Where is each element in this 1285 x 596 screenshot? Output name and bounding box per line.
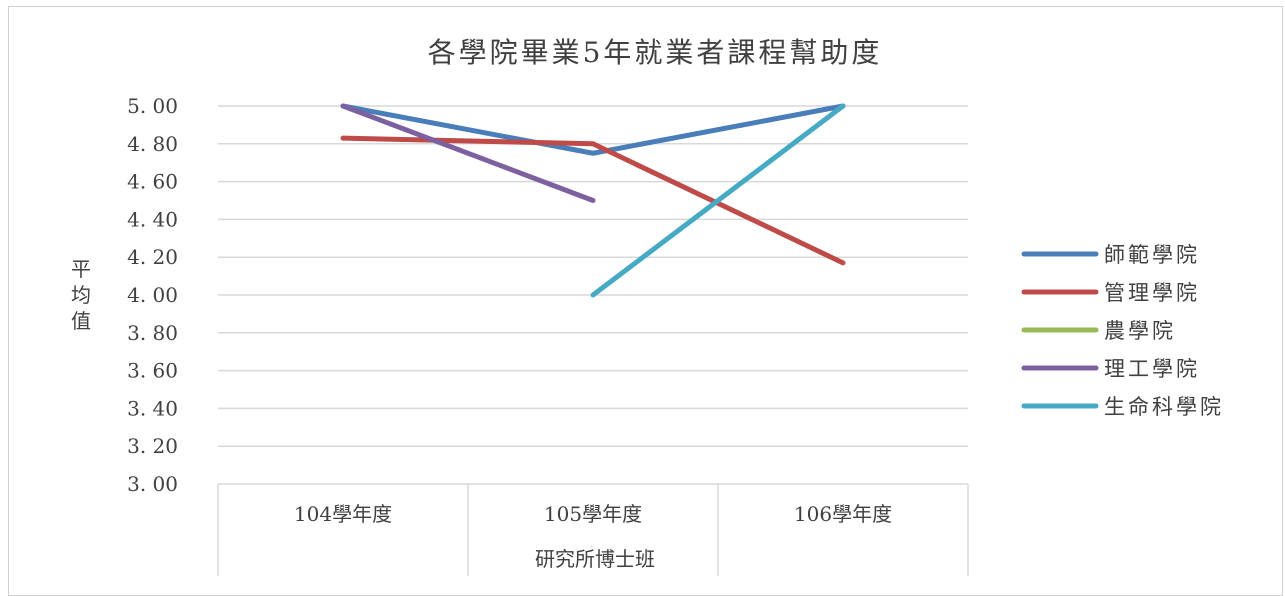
y-axis-label-char: 平 <box>71 257 91 281</box>
chart-frame <box>8 6 1283 596</box>
y-tick-label: 5. 00 <box>127 94 178 118</box>
line-chart: 各學院畢業5年就業者課程幫助度 3. 00 3. 20 3. 40 3. 60 3. 8… <box>71 36 1224 576</box>
series-line <box>590 103 846 298</box>
legend-label: 師範學院 <box>1104 243 1200 267</box>
y-tick-label: 3. 80 <box>127 321 178 345</box>
legend-label: 理工學院 <box>1104 357 1200 381</box>
x-tick-label: 104學年度 <box>294 502 392 526</box>
gridlines <box>218 105 968 447</box>
y-tick-label: 4. 60 <box>127 170 178 194</box>
legend-label: 生命科學院 <box>1104 395 1224 419</box>
legend-label: 管理學院 <box>1104 281 1200 305</box>
y-tick-label: 4. 40 <box>127 207 178 231</box>
category-group-label: 研究所博士班 <box>535 547 655 571</box>
y-axis-label-char: 值 <box>71 309 91 333</box>
chart-title: 各學院畢業5年就業者課程幫助度 <box>428 36 883 69</box>
y-tick-label: 4. 20 <box>127 245 178 269</box>
legend-label: 農學院 <box>1104 319 1176 343</box>
series-line <box>340 103 596 203</box>
y-tick-label: 3. 40 <box>127 396 178 420</box>
x-tick-label: 106學年度 <box>794 502 892 526</box>
y-tick-label: 3. 20 <box>127 434 178 458</box>
y-tick-label: 3. 00 <box>127 472 178 496</box>
x-tick-label: 105學年度 <box>544 502 642 526</box>
axes: 3. 00 3. 20 3. 40 3. 60 3. 80 4. 00 4. 20 4. 40… <box>71 94 969 576</box>
series-lines <box>340 103 846 298</box>
y-tick-label: 4. 80 <box>127 132 178 156</box>
y-tick-label: 3. 60 <box>127 359 178 383</box>
y-tick-label: 4. 00 <box>127 283 178 307</box>
y-axis-label-char: 均 <box>71 283 91 307</box>
series-line <box>340 103 846 156</box>
